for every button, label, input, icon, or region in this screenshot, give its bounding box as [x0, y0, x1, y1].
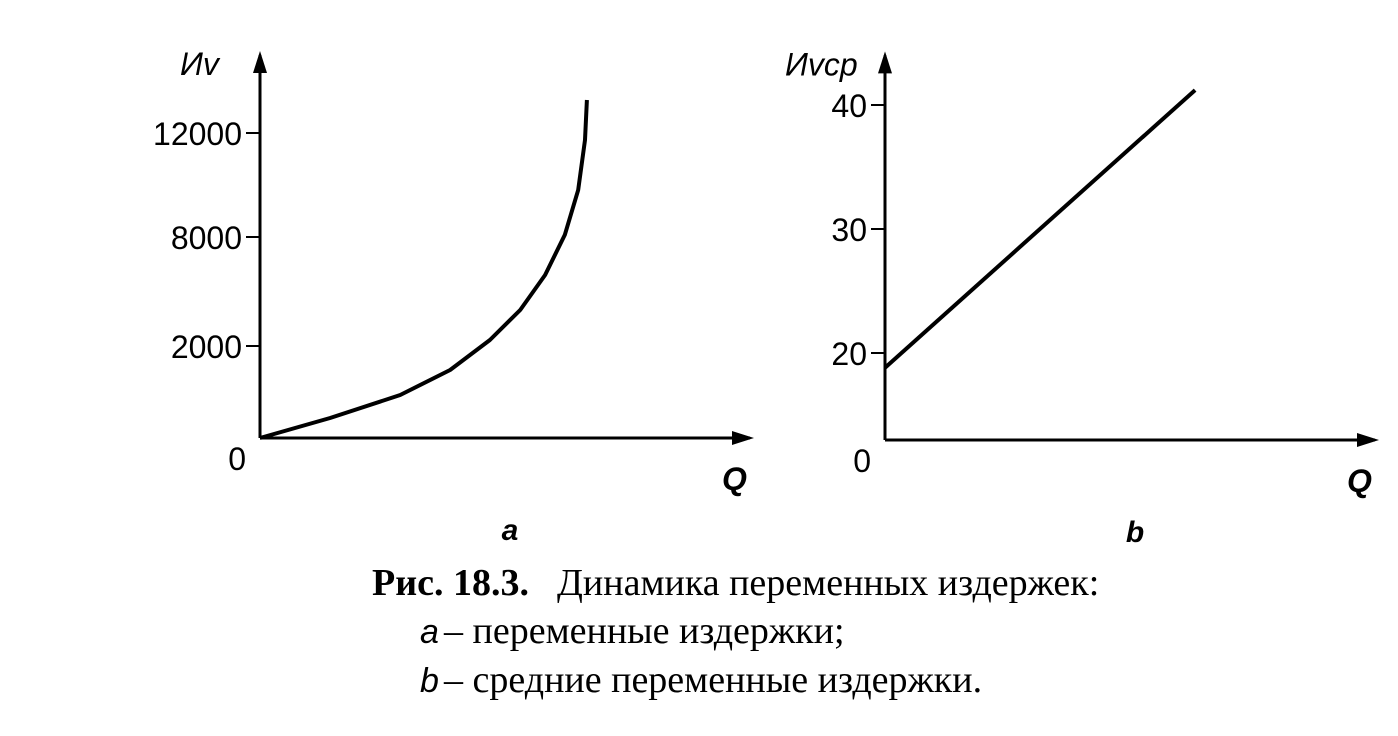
y-axis-arrow — [253, 51, 267, 73]
y-tick-label: 8000 — [171, 220, 242, 256]
y-tick-label: 0 — [853, 443, 871, 479]
y-tick-label: 30 — [831, 212, 867, 248]
caption-number: Рис. 18.3. — [372, 562, 529, 604]
x-axis-label: Q — [1347, 463, 1372, 499]
x-axis-label: Q — [722, 461, 747, 497]
panel-label: a — [502, 514, 519, 547]
caption-letter: b — [420, 662, 439, 700]
y-tick-label: 20 — [831, 336, 867, 372]
caption-title: Динамика переменных издержек: — [557, 562, 1099, 604]
y-axis-arrow — [878, 51, 892, 74]
panel-label: b — [1126, 516, 1144, 549]
caption-line: – средние переменные издержки. — [443, 659, 982, 701]
y-axis-label: Иvср — [785, 46, 858, 82]
data-line — [259, 99, 589, 440]
x-axis-arrow — [732, 431, 754, 445]
caption-letter: a — [420, 613, 439, 651]
y-tick-label: 12000 — [153, 116, 242, 152]
caption-line: – переменные издержки; — [443, 610, 845, 652]
data-line — [883, 88, 1197, 370]
x-axis-arrow — [1357, 433, 1379, 447]
y-axis-label: Иv — [180, 46, 221, 82]
y-tick-label: 2000 — [171, 329, 242, 365]
y-tick-label: 0 — [228, 441, 246, 477]
y-tick-label: 40 — [831, 88, 867, 124]
